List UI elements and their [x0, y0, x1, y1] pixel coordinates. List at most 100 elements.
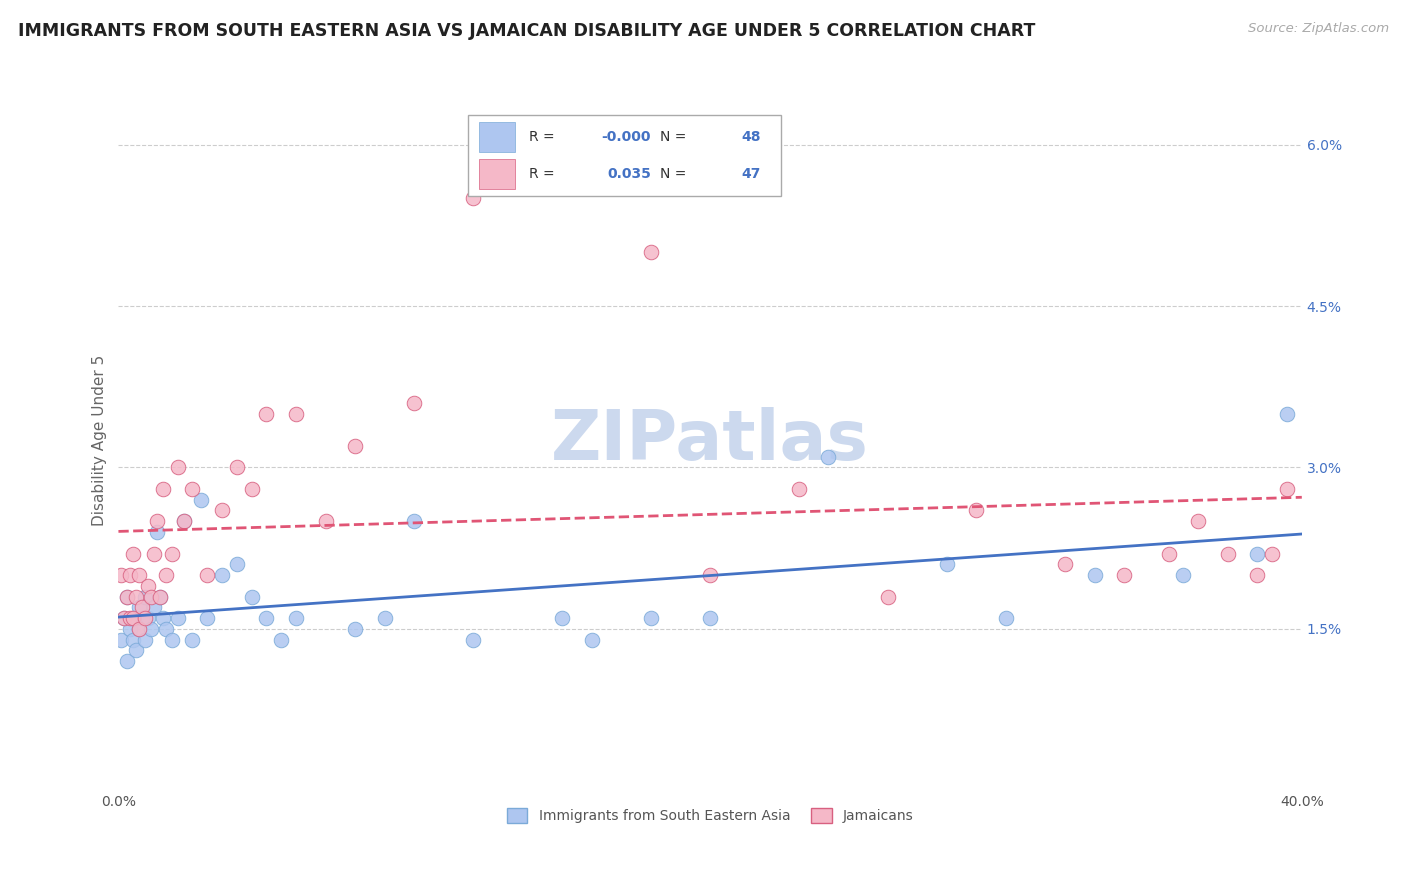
Point — [211, 568, 233, 582]
Point — [122, 547, 145, 561]
Point — [181, 482, 204, 496]
Point — [270, 632, 292, 647]
Point — [190, 492, 212, 507]
Point — [128, 622, 150, 636]
Point — [160, 547, 183, 561]
Point — [1246, 568, 1268, 582]
Point — [142, 600, 165, 615]
Point — [117, 590, 139, 604]
Point — [181, 632, 204, 647]
Text: R =: R = — [529, 130, 560, 144]
Point — [344, 622, 367, 636]
Point — [134, 632, 156, 647]
Point — [112, 611, 135, 625]
Point — [1114, 568, 1136, 582]
Point — [166, 460, 188, 475]
Point — [699, 611, 721, 625]
Point — [128, 622, 150, 636]
Text: 0.035: 0.035 — [607, 167, 651, 181]
Point — [876, 590, 898, 604]
Point — [122, 611, 145, 625]
Point — [1173, 568, 1195, 582]
Point — [225, 558, 247, 572]
Point — [935, 558, 957, 572]
Point — [110, 632, 132, 647]
Point — [155, 568, 177, 582]
Point — [1275, 482, 1298, 496]
Point — [699, 568, 721, 582]
Point — [404, 396, 426, 410]
Point — [254, 611, 277, 625]
Point — [994, 611, 1017, 625]
Point — [134, 611, 156, 625]
Point — [640, 611, 662, 625]
Point — [1054, 558, 1077, 572]
Point — [139, 622, 162, 636]
Point — [142, 547, 165, 561]
Point — [1275, 407, 1298, 421]
FancyBboxPatch shape — [479, 122, 515, 152]
Point — [254, 407, 277, 421]
Point — [284, 407, 307, 421]
Point — [110, 568, 132, 582]
Point — [315, 514, 337, 528]
Point — [149, 590, 172, 604]
Point — [128, 600, 150, 615]
Text: 48: 48 — [741, 130, 761, 144]
FancyBboxPatch shape — [468, 115, 782, 195]
Point — [125, 611, 148, 625]
Point — [117, 590, 139, 604]
Point — [173, 514, 195, 528]
Point — [240, 590, 263, 604]
Text: IMMIGRANTS FROM SOUTH EASTERN ASIA VS JAMAICAN DISABILITY AGE UNDER 5 CORRELATIO: IMMIGRANTS FROM SOUTH EASTERN ASIA VS JA… — [18, 22, 1036, 40]
Point — [1084, 568, 1107, 582]
Text: ZIPatlas: ZIPatlas — [551, 407, 869, 474]
Point — [817, 450, 839, 464]
Point — [173, 514, 195, 528]
Text: N =: N = — [661, 167, 692, 181]
Y-axis label: Disability Age Under 5: Disability Age Under 5 — [93, 355, 107, 526]
Point — [117, 654, 139, 668]
Point — [131, 600, 153, 615]
Point — [120, 568, 142, 582]
Point — [463, 632, 485, 647]
FancyBboxPatch shape — [479, 160, 515, 189]
Point — [136, 579, 159, 593]
Point — [131, 611, 153, 625]
Point — [146, 524, 169, 539]
Point — [155, 622, 177, 636]
Point — [125, 643, 148, 657]
Point — [152, 482, 174, 496]
Point — [1261, 547, 1284, 561]
Point — [120, 611, 142, 625]
Text: -0.000: -0.000 — [602, 130, 651, 144]
Point — [284, 611, 307, 625]
Point — [134, 590, 156, 604]
Point — [139, 590, 162, 604]
Point — [787, 482, 810, 496]
Point — [122, 611, 145, 625]
Text: N =: N = — [661, 130, 692, 144]
Point — [581, 632, 603, 647]
Point — [136, 611, 159, 625]
Point — [128, 568, 150, 582]
Point — [640, 245, 662, 260]
Point — [374, 611, 396, 625]
Point — [152, 611, 174, 625]
Point — [551, 611, 574, 625]
Point — [122, 632, 145, 647]
Point — [1187, 514, 1209, 528]
Point — [120, 622, 142, 636]
Text: R =: R = — [529, 167, 560, 181]
Point — [1157, 547, 1180, 561]
Point — [1216, 547, 1239, 561]
Point — [195, 568, 218, 582]
Point — [551, 159, 574, 173]
Text: Source: ZipAtlas.com: Source: ZipAtlas.com — [1249, 22, 1389, 36]
Point — [160, 632, 183, 647]
Point — [404, 514, 426, 528]
Point — [240, 482, 263, 496]
Point — [149, 590, 172, 604]
Point — [125, 590, 148, 604]
Point — [965, 503, 987, 517]
